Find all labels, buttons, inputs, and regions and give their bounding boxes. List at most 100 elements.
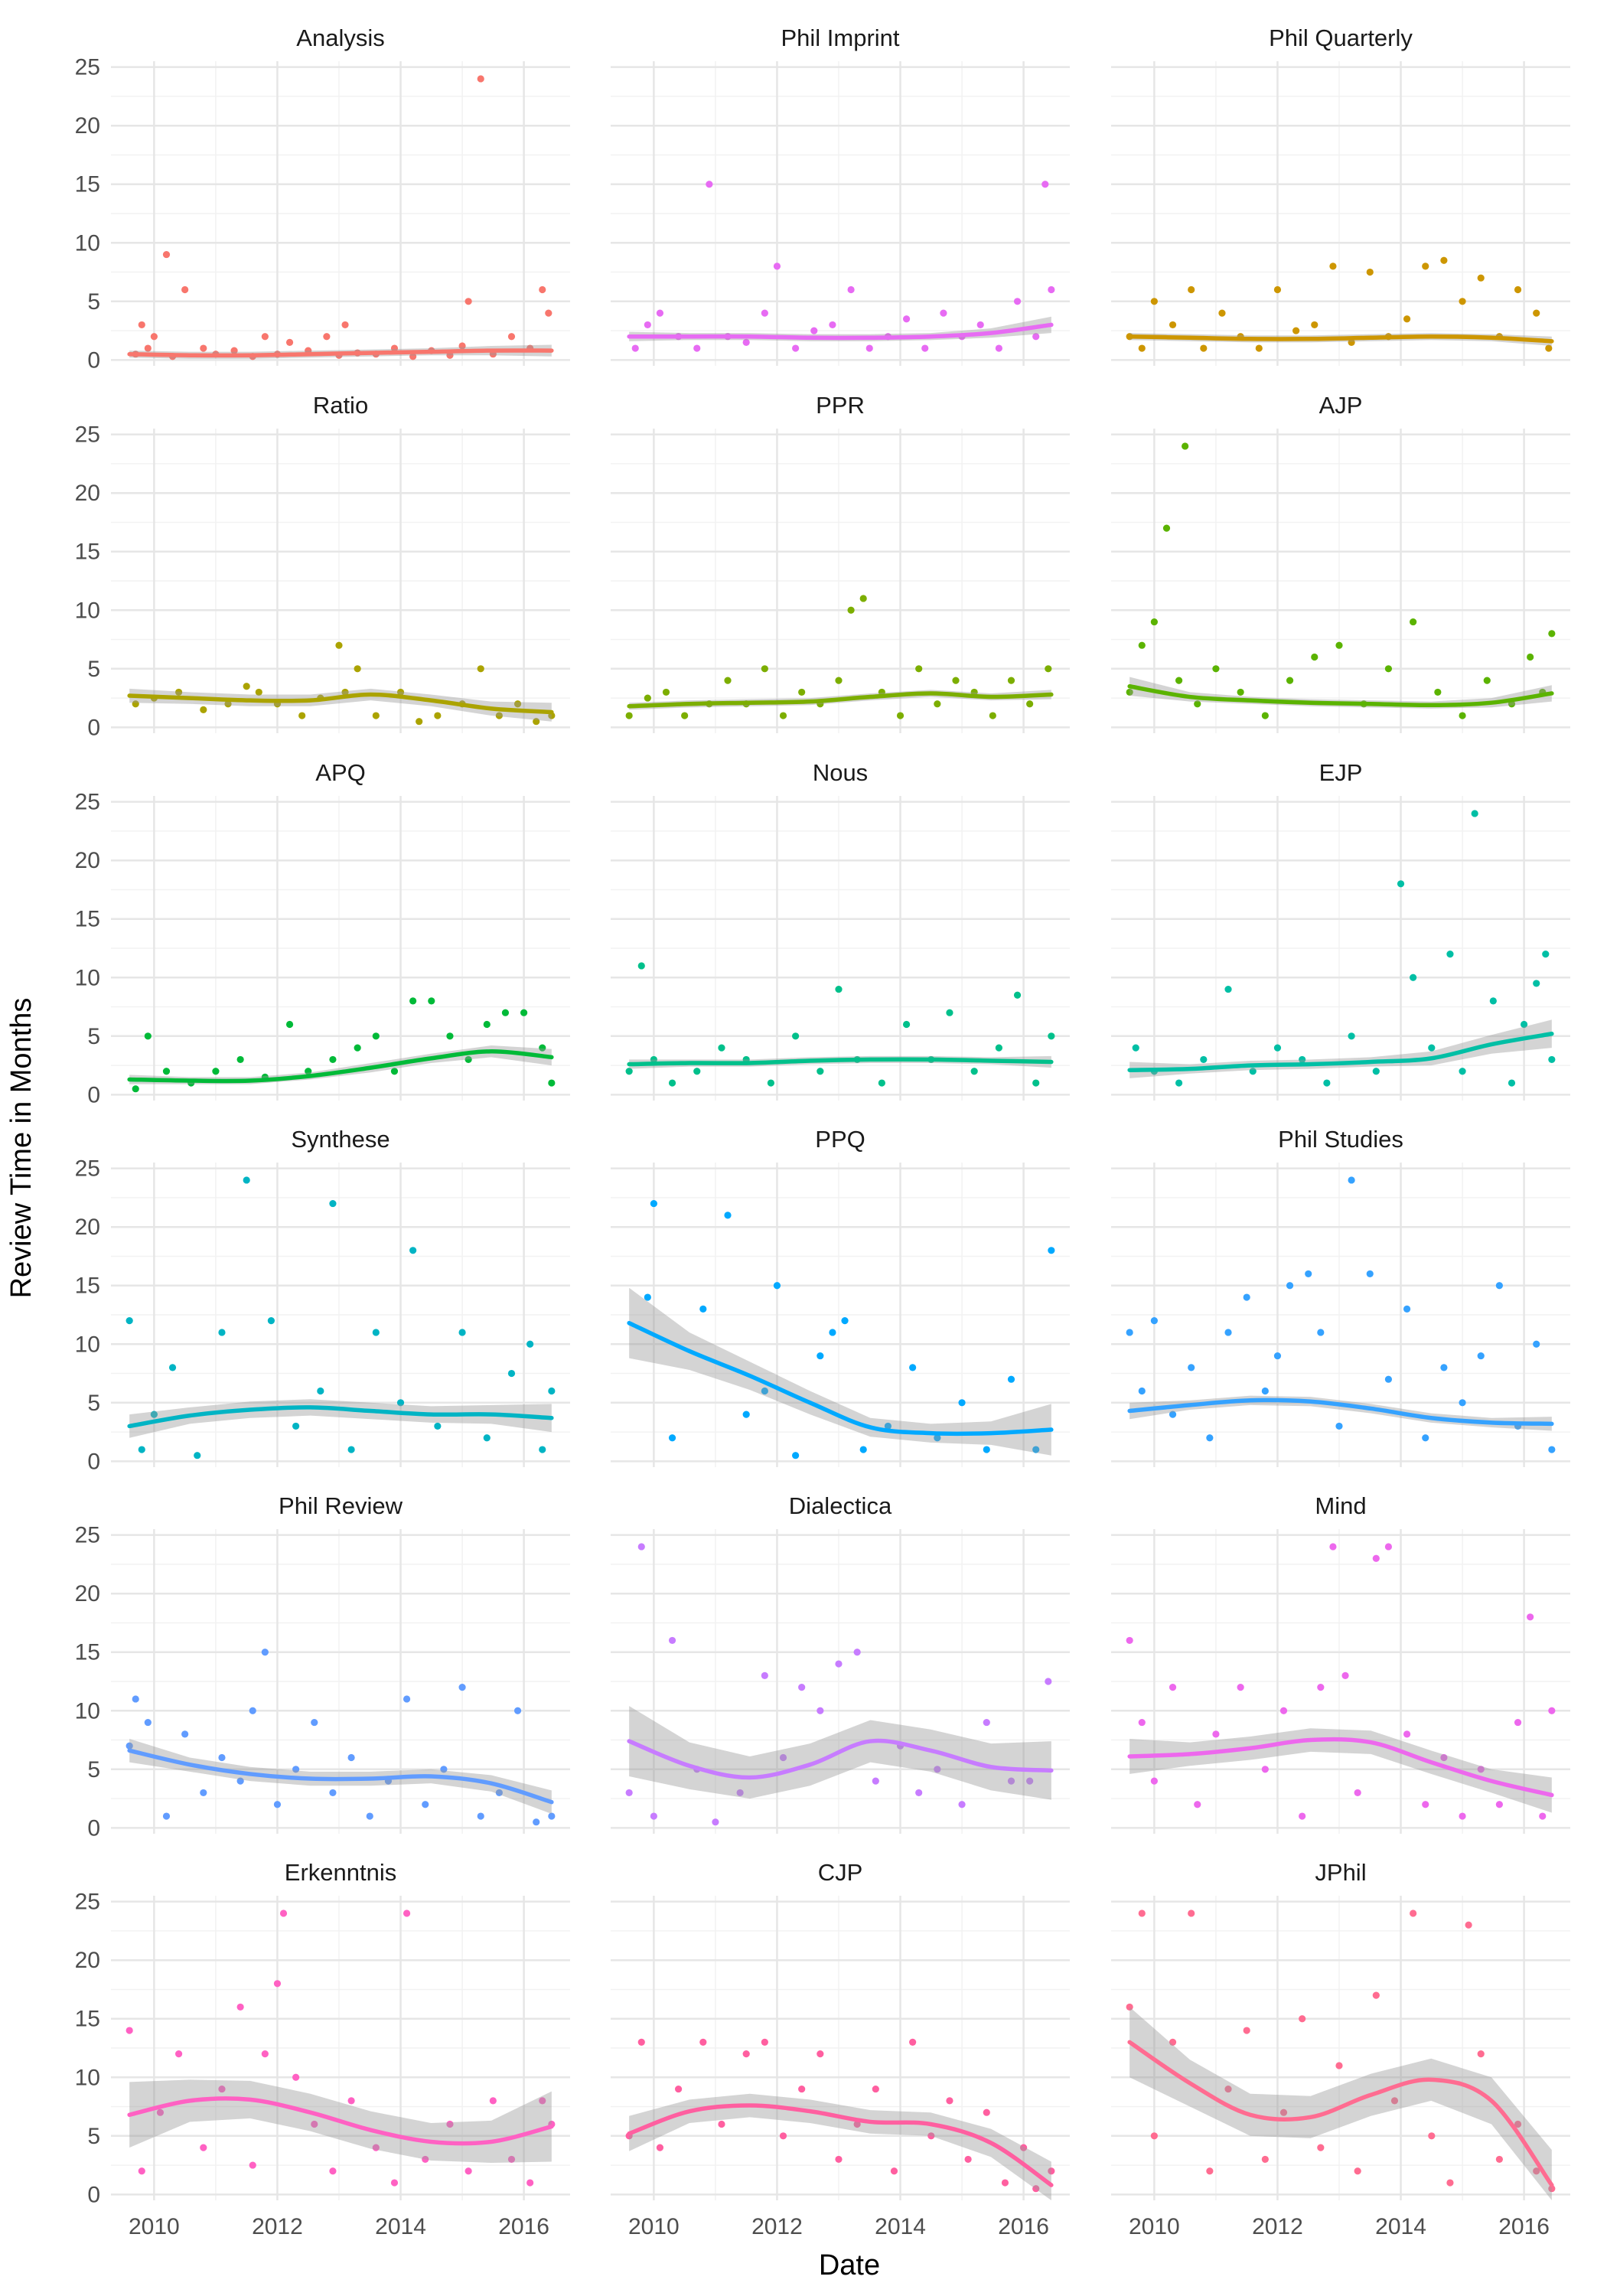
data-point bbox=[1138, 344, 1146, 352]
y-tick-label: 20 bbox=[75, 481, 100, 506]
data-point bbox=[1224, 985, 1232, 993]
data-point bbox=[1495, 2155, 1503, 2164]
data-point bbox=[1212, 665, 1220, 673]
data-point bbox=[347, 2097, 355, 2105]
data-point bbox=[181, 285, 189, 294]
data-point bbox=[1194, 700, 1201, 708]
data-point bbox=[1150, 298, 1158, 305]
data-point bbox=[1182, 442, 1189, 450]
data-point bbox=[446, 2120, 454, 2128]
data-point bbox=[440, 1766, 448, 1773]
data-point bbox=[1273, 1352, 1282, 1360]
data-point bbox=[335, 641, 343, 649]
panel-title: CJP bbox=[818, 1859, 863, 1886]
data-point bbox=[865, 344, 873, 352]
data-point bbox=[779, 1753, 787, 1762]
data-point bbox=[650, 1055, 657, 1064]
data-point bbox=[507, 1369, 516, 1378]
data-point bbox=[446, 351, 454, 359]
data-point bbox=[249, 2161, 256, 2169]
data-point bbox=[1032, 2185, 1040, 2193]
data-point bbox=[539, 1446, 546, 1453]
data-point bbox=[1305, 1270, 1312, 1278]
data-point bbox=[1459, 1399, 1466, 1407]
data-point bbox=[243, 683, 250, 690]
data-point bbox=[132, 1085, 139, 1093]
data-point bbox=[138, 1446, 145, 1453]
data-point bbox=[507, 333, 516, 341]
data-point bbox=[1041, 181, 1049, 188]
data-point bbox=[1489, 997, 1497, 1005]
y-tick-label: 10 bbox=[75, 1698, 100, 1724]
data-point bbox=[1422, 1434, 1429, 1442]
data-point bbox=[644, 694, 651, 702]
data-point bbox=[396, 688, 405, 696]
data-point bbox=[853, 2120, 861, 2128]
smooth-line bbox=[627, 1320, 1054, 1437]
data-point bbox=[1354, 2167, 1361, 2175]
y-tick-label: 0 bbox=[87, 347, 100, 373]
data-point bbox=[674, 2085, 683, 2093]
data-point bbox=[218, 1753, 226, 1762]
y-tick-label: 10 bbox=[75, 965, 100, 990]
y-tick-label: 15 bbox=[75, 172, 100, 197]
data-point bbox=[200, 1789, 207, 1797]
data-point bbox=[841, 1317, 849, 1325]
data-point bbox=[507, 2155, 516, 2164]
data-point bbox=[829, 1329, 836, 1336]
data-point bbox=[458, 1329, 466, 1336]
panel-title: Ratio bbox=[313, 392, 368, 419]
y-tick-label: 15 bbox=[75, 2007, 100, 2032]
data-point bbox=[267, 1317, 275, 1325]
data-point bbox=[1477, 1766, 1485, 1773]
data-point bbox=[218, 2085, 226, 2093]
data-point bbox=[958, 1801, 966, 1808]
panel-title: Erkenntnis bbox=[285, 1859, 396, 1886]
data-point bbox=[736, 1789, 744, 1797]
data-point bbox=[548, 1387, 556, 1395]
x-tick-label: 2014 bbox=[875, 2214, 926, 2239]
data-point bbox=[637, 2038, 645, 2046]
data-point bbox=[125, 1317, 133, 1325]
data-point bbox=[946, 1009, 953, 1016]
panel-erkenntnis: Erkenntnis 0 5 10 15 20 25 bbox=[75, 1859, 570, 2207]
panel-title: APQ bbox=[315, 759, 365, 786]
data-point bbox=[311, 1718, 318, 1727]
data-point bbox=[539, 2097, 546, 2105]
y-tick-label: 20 bbox=[75, 1581, 100, 1606]
data-point bbox=[341, 688, 349, 696]
data-point bbox=[1434, 688, 1442, 696]
data-point bbox=[409, 997, 417, 1005]
data-point bbox=[1548, 1446, 1556, 1453]
data-point bbox=[174, 2050, 183, 2058]
data-point bbox=[1132, 1044, 1139, 1052]
y-tick-label: 0 bbox=[87, 715, 100, 740]
data-point bbox=[168, 1364, 177, 1371]
data-point bbox=[1243, 1293, 1250, 1301]
smooth-line bbox=[127, 692, 554, 715]
data-point bbox=[1335, 1422, 1343, 1430]
x-tick-label: 2014 bbox=[1375, 2214, 1426, 2239]
data-point bbox=[261, 2050, 269, 2058]
data-point bbox=[847, 285, 855, 294]
data-point bbox=[792, 344, 800, 352]
series-points bbox=[625, 962, 1055, 1087]
data-point bbox=[305, 1068, 312, 1075]
panel-grid bbox=[611, 1163, 1070, 1467]
data-point bbox=[909, 2038, 917, 2046]
data-point bbox=[779, 712, 787, 719]
data-point bbox=[1459, 298, 1466, 305]
data-point bbox=[1169, 321, 1177, 329]
data-point bbox=[292, 1422, 300, 1430]
data-point bbox=[446, 1032, 454, 1040]
data-point bbox=[1548, 2185, 1556, 2193]
y-tick-label: 5 bbox=[87, 657, 100, 682]
data-point bbox=[1311, 653, 1319, 661]
data-point bbox=[1428, 1044, 1436, 1052]
data-point bbox=[243, 1176, 250, 1184]
data-point bbox=[1317, 2144, 1325, 2151]
data-point bbox=[1422, 263, 1429, 270]
panel-grid bbox=[1111, 796, 1570, 1101]
data-point bbox=[548, 1079, 556, 1087]
data-point bbox=[637, 962, 645, 970]
